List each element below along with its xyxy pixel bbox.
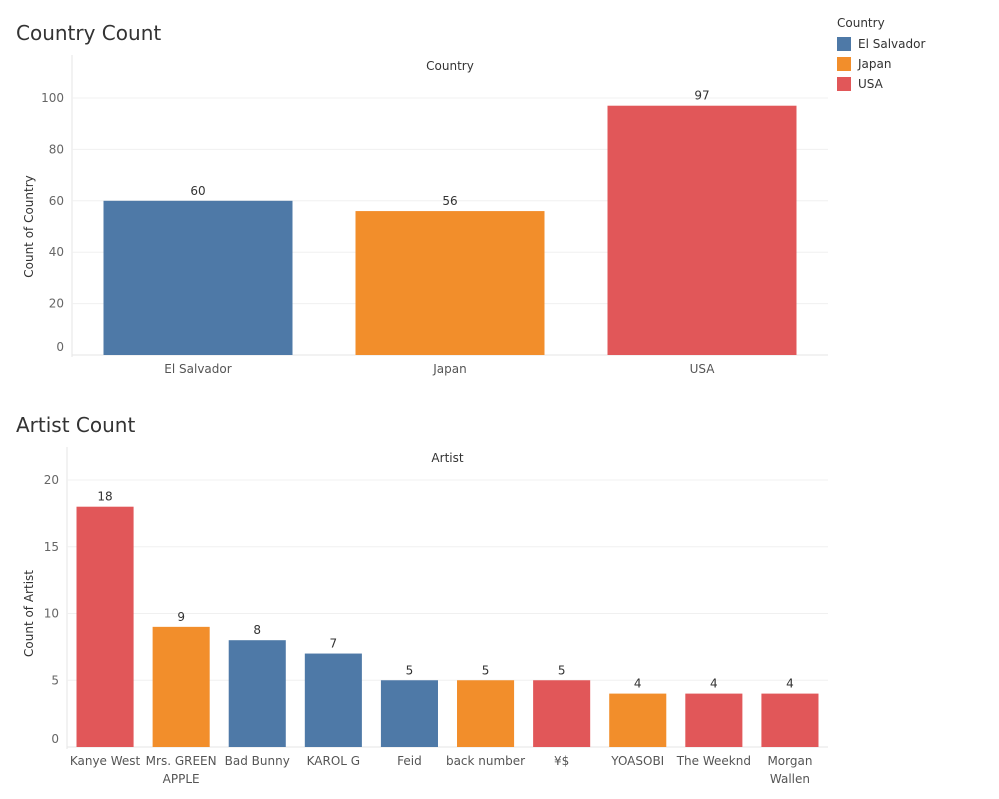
data-label: 56 <box>442 194 457 208</box>
legend-item-japan[interactable]: Japan <box>837 54 925 74</box>
bar-el-salvador[interactable] <box>103 200 293 355</box>
data-label: 9 <box>177 610 185 624</box>
y-tick-label: 15 <box>44 540 59 554</box>
bar-usa[interactable] <box>607 105 797 356</box>
y-tick-label: 20 <box>49 297 64 311</box>
legend-swatch <box>837 37 851 51</box>
bar-mrs-green-apple[interactable] <box>152 626 210 747</box>
x-tick-label: The Weeknd <box>676 754 751 768</box>
y-tick-label: 40 <box>49 245 64 259</box>
bar-back-number[interactable] <box>457 680 515 747</box>
x-tick-label: USA <box>690 362 716 376</box>
legend-label: El Salvador <box>858 37 926 51</box>
data-label: 5 <box>482 663 490 677</box>
data-label: 60 <box>190 184 205 198</box>
column-header: Artist <box>431 451 463 465</box>
y-tick-label: 0 <box>51 732 59 746</box>
y-axis-label: Count of Country <box>22 175 36 278</box>
bar-kanye-west[interactable] <box>76 506 134 747</box>
data-label: 5 <box>406 663 414 677</box>
column-header: Country <box>426 59 474 73</box>
legend: Country El Salvador Japan USA <box>837 16 925 94</box>
bar-yoasobi[interactable] <box>609 693 667 747</box>
y-tick-label: 60 <box>49 194 64 208</box>
legend-label: Japan <box>858 57 892 71</box>
chart-title-country-count: Country Count <box>16 21 162 45</box>
bar-karol-g[interactable] <box>304 653 362 747</box>
x-tick-label: Bad Bunny <box>225 754 290 768</box>
bar-morgan-wallen[interactable] <box>761 693 819 747</box>
bar-feid[interactable] <box>380 680 438 747</box>
bar-japan[interactable] <box>355 211 545 355</box>
x-tick-label: YOASOBI <box>610 754 664 768</box>
x-tick-label: El Salvador <box>164 362 231 376</box>
x-tick-label: Kanye West <box>70 754 141 768</box>
y-tick-label: 0 <box>56 340 64 354</box>
y-axis-label: Count of Artist <box>22 570 36 657</box>
bar-bad-bunny[interactable] <box>228 640 286 747</box>
x-tick-label: Mrs. GREEN APPLE <box>146 754 217 786</box>
legend-label: USA <box>858 77 883 91</box>
x-tick-label: KAROL G <box>307 754 360 768</box>
x-tick-label: Japan <box>432 362 466 376</box>
data-label: 5 <box>558 663 566 677</box>
legend-title: Country <box>837 16 885 30</box>
bar-the-weeknd[interactable] <box>685 693 743 747</box>
y-tick-label: 80 <box>49 142 64 156</box>
data-label: 97 <box>694 89 709 103</box>
chart-title-artist-count: Artist Count <box>16 413 136 437</box>
bar-item[interactable] <box>533 680 591 747</box>
data-label: 4 <box>710 677 718 691</box>
y-tick-label: 5 <box>51 673 59 687</box>
y-tick-label: 20 <box>44 473 59 487</box>
data-label: 18 <box>97 490 112 504</box>
x-tick-label: Morgan Wallen <box>767 754 812 786</box>
y-tick-label: 100 <box>41 91 64 105</box>
legend-swatch <box>837 57 851 71</box>
data-label: 4 <box>786 677 794 691</box>
data-label: 7 <box>330 637 338 651</box>
legend-item-el-salvador[interactable]: El Salvador <box>837 34 925 54</box>
y-tick-label: 10 <box>44 607 59 621</box>
x-tick-label: back number <box>446 754 525 768</box>
x-tick-label: ¥$ <box>554 754 569 768</box>
x-tick-label: Feid <box>397 754 422 768</box>
country-count-chart: Country Count of Country 0 20 40 60 80 100 60 El … <box>22 55 828 376</box>
data-label: 4 <box>634 677 642 691</box>
data-label: 8 <box>253 623 261 637</box>
legend-swatch <box>837 77 851 91</box>
legend-item-usa[interactable]: USA <box>837 74 925 94</box>
